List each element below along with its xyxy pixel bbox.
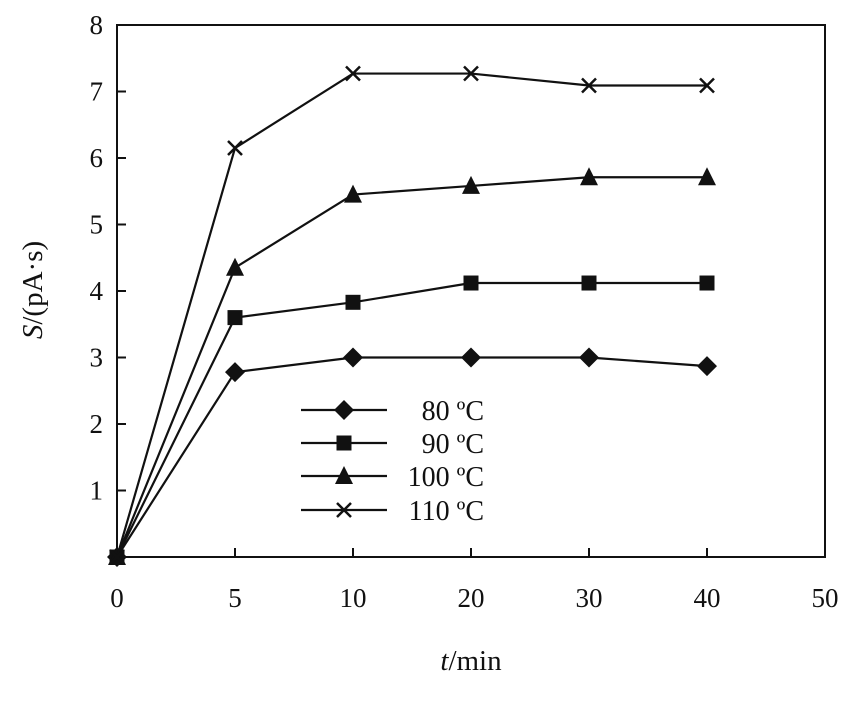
data-point — [227, 140, 243, 156]
y-tick-label: 3 — [90, 343, 104, 373]
data-point — [343, 347, 363, 368]
legend-label: 100 ºC — [408, 462, 484, 493]
data-point — [463, 65, 479, 82]
data-point — [462, 175, 480, 194]
data-point — [226, 257, 244, 276]
legend-marker — [335, 466, 353, 484]
data-point — [697, 356, 717, 377]
x-tick-label: 0 — [110, 583, 124, 613]
x-tick-label: 40 — [694, 583, 721, 613]
y-tick-label: 8 — [90, 10, 104, 40]
series-line — [116, 281, 707, 558]
legend-label: 80 ºC — [422, 396, 484, 427]
x-tick-label: 5 — [228, 583, 242, 613]
data-point — [698, 167, 716, 186]
data-point — [699, 77, 715, 94]
series-1 — [109, 275, 715, 565]
series-line — [115, 176, 707, 558]
data-point — [581, 77, 597, 94]
data-point — [345, 294, 361, 310]
data-point — [463, 275, 479, 291]
y-axis-label: S/(pA·s) — [17, 241, 49, 339]
series-0 — [107, 347, 717, 567]
data-point — [580, 167, 598, 186]
data-point — [227, 310, 243, 326]
legend-marker — [336, 435, 352, 451]
legend-entry: 110 ºC — [301, 496, 484, 527]
data-point — [581, 275, 597, 291]
y-tick-label: 5 — [90, 210, 104, 240]
data-point — [344, 184, 362, 203]
axis-ticks: 0 5 10 20 30 40 50 1 2 3 4 5 6 7 8 — [90, 10, 839, 613]
legend-marker — [334, 400, 354, 420]
data-point — [699, 275, 715, 291]
series-group — [107, 65, 717, 567]
y-tick-label: 6 — [90, 143, 104, 173]
legend-entry: 80 ºC — [301, 396, 484, 427]
legend-label: 110 ºC — [409, 496, 484, 527]
data-point — [345, 65, 361, 82]
y-tick-label: 4 — [90, 276, 104, 306]
x-tick-label: 10 — [340, 583, 367, 613]
data-point — [461, 347, 481, 368]
legend-label: 90 ºC — [422, 429, 484, 460]
data-point — [109, 549, 125, 565]
legend-entry: 90 ºC — [301, 429, 484, 460]
series-3 — [109, 65, 715, 565]
data-point — [579, 347, 599, 368]
x-tick-label: 30 — [576, 583, 603, 613]
x-tick-label: 20 — [458, 583, 485, 613]
legend-marker — [336, 502, 352, 518]
series-line — [115, 72, 707, 558]
x-axis-label: t/min — [440, 645, 502, 677]
y-tick-label: 2 — [90, 409, 104, 439]
legend-entry: 100 ºC — [301, 462, 484, 493]
data-point — [225, 362, 245, 383]
y-tick-label: 7 — [90, 77, 104, 107]
y-tick-label: 1 — [90, 476, 104, 506]
series-line — [116, 356, 708, 558]
x-tick-label: 50 — [812, 583, 839, 613]
